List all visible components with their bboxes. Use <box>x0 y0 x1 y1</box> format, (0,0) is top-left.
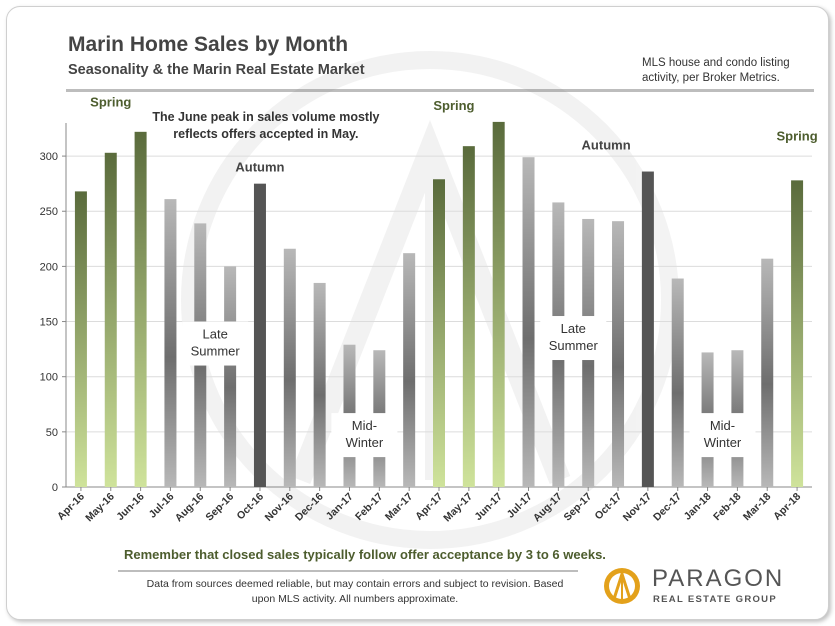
disclaimer-text: Data from sources deemed reliable, but m… <box>146 578 564 605</box>
bar-jul-16 <box>164 199 177 488</box>
x-tick-label: Oct-16 <box>234 491 266 523</box>
x-tick-label: Mar-17 <box>383 491 416 524</box>
season-box-label: Summer <box>191 344 241 359</box>
x-tick-label: Apr-17 <box>413 491 445 523</box>
season-label: Spring <box>776 129 817 144</box>
bar-may-17 <box>462 146 475 487</box>
chart-subtitle: Seasonality & the Marin Real Estate Mark… <box>68 62 365 78</box>
bar-may-16 <box>104 152 117 488</box>
bar-dec-17 <box>671 278 684 487</box>
season-box-label: Summer <box>549 338 599 353</box>
source-note: MLS house and condo listing activity, pe… <box>642 57 790 84</box>
bar-nov-17 <box>641 171 654 488</box>
season-box <box>540 316 607 361</box>
season-box-label: Late <box>561 321 586 336</box>
y-tick-label: 0 <box>52 482 58 494</box>
y-tick-label: 300 <box>40 151 58 163</box>
season-box-label: Mid- <box>710 418 735 433</box>
paragon-logo-icon <box>604 568 640 604</box>
x-tick-label: Dec-17 <box>651 491 684 524</box>
x-tick-label: Jan-18 <box>682 491 714 523</box>
x-tick-label: Aug-16 <box>173 491 207 525</box>
header-divider <box>66 89 814 92</box>
bar-apr-17 <box>433 179 445 487</box>
bar-jun-17 <box>492 121 505 487</box>
chart-title: Marin Home Sales by Month <box>68 33 349 56</box>
y-tick-label: 150 <box>40 317 58 329</box>
bar-oct-17 <box>612 221 625 488</box>
season-box <box>689 413 756 458</box>
x-tick-label: Feb-18 <box>711 491 744 524</box>
y-tick-label: 100 <box>40 372 58 384</box>
bar-jun-16 <box>134 131 147 487</box>
footer-divider <box>118 570 578 572</box>
bar-mar-17 <box>403 253 416 487</box>
season-box <box>331 413 398 458</box>
bar-oct-16 <box>253 183 266 487</box>
season-label: Autumn <box>235 160 284 175</box>
season-label: Autumn <box>582 137 631 152</box>
y-tick-label: 200 <box>40 261 58 273</box>
x-tick-label: Jun-17 <box>472 491 505 524</box>
x-tick-label: Apr-18 <box>771 491 803 523</box>
bar-apr-16 <box>74 191 87 487</box>
x-tick-label: Mar-18 <box>741 491 774 524</box>
x-tick-label: May-16 <box>83 491 117 525</box>
season-box-label: Winter <box>704 435 742 450</box>
watermark-logo <box>181 51 679 549</box>
season-box-label: Mid- <box>352 418 377 433</box>
offer-acceptance-note: Remember that closed sales typically fol… <box>124 547 606 562</box>
season-box-label: Winter <box>346 435 384 450</box>
bar-sep-16 <box>224 266 237 487</box>
x-tick-label: Jun-16 <box>114 491 147 524</box>
y-tick-label: 50 <box>46 427 58 439</box>
x-tick-label: Nov-17 <box>621 491 654 524</box>
season-label: Spring <box>433 98 474 113</box>
x-tick-label: Apr-16 <box>55 491 87 523</box>
bar-apr-18 <box>791 180 804 487</box>
bar-mar-18 <box>761 258 774 487</box>
y-tick-label: 250 <box>40 206 58 218</box>
season-box-label: Late <box>203 327 228 342</box>
june-peak-annotation: The June peak in sales volume mostly <box>152 110 379 124</box>
x-tick-label: Sep-16 <box>203 491 236 524</box>
x-tick-label: May-17 <box>441 491 475 525</box>
june-peak-annotation: reflects offers accepted in May. <box>173 127 358 141</box>
bar-nov-16 <box>283 248 296 487</box>
x-tick-label: Feb-17 <box>353 491 386 524</box>
bar-jul-17 <box>522 157 535 487</box>
bar-dec-16 <box>313 282 326 487</box>
brand-tagline: REAL ESTATE GROUP <box>653 594 777 605</box>
brand-name: PARAGON <box>652 565 785 592</box>
season-label: Spring <box>90 94 131 109</box>
season-box <box>182 321 249 366</box>
x-tick-label: Oct-17 <box>593 491 625 523</box>
